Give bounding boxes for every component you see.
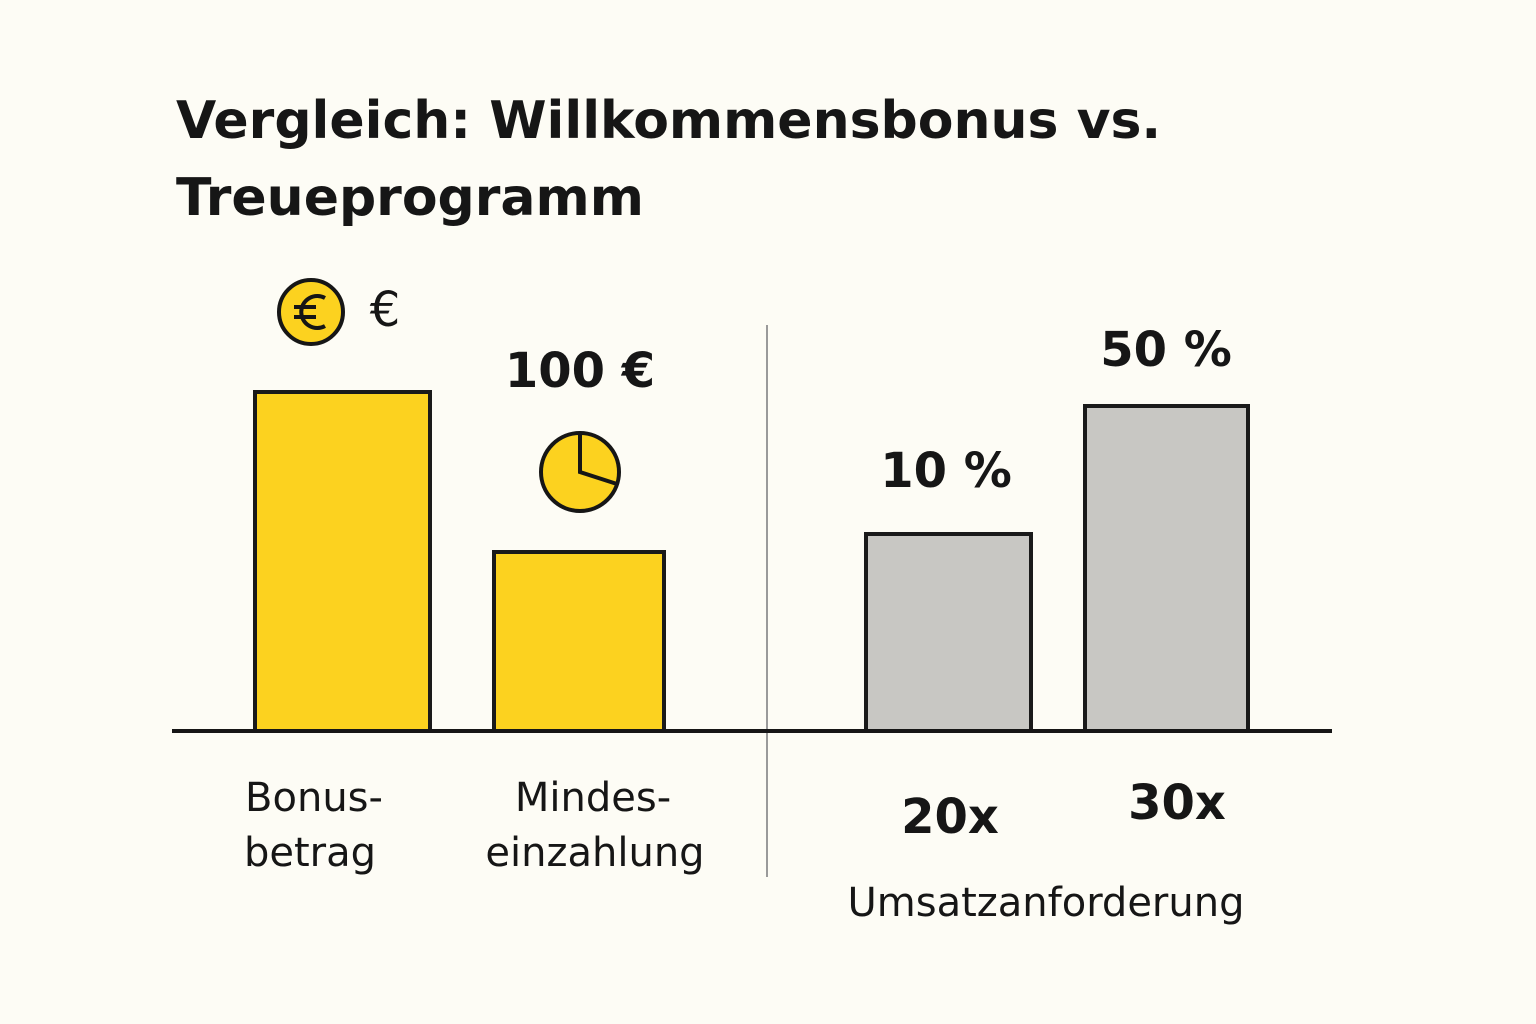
category-label: betrag	[244, 830, 376, 876]
category-label: 30x	[1128, 775, 1226, 831]
bar	[864, 532, 1033, 733]
value-label: 50 %	[1100, 322, 1232, 378]
category-label: Bonus-	[245, 775, 383, 821]
title-line: Treueprogramm	[176, 168, 644, 228]
coin-icon	[277, 278, 345, 346]
title-line: Vergleich: Willkommensbonus vs.	[176, 91, 1161, 151]
value-label: 100 €	[505, 343, 655, 399]
bar	[492, 550, 666, 733]
category-label: 20x	[901, 789, 999, 845]
group-label: Umsatzanforderung	[848, 880, 1245, 926]
category-label: einzahlung	[485, 830, 704, 876]
category-label: Mindes-	[515, 775, 671, 821]
bar	[1083, 404, 1250, 733]
bar	[253, 390, 432, 733]
value-label: 10 %	[880, 443, 1012, 499]
clock-icon	[539, 431, 621, 513]
value-label: €	[370, 282, 401, 338]
